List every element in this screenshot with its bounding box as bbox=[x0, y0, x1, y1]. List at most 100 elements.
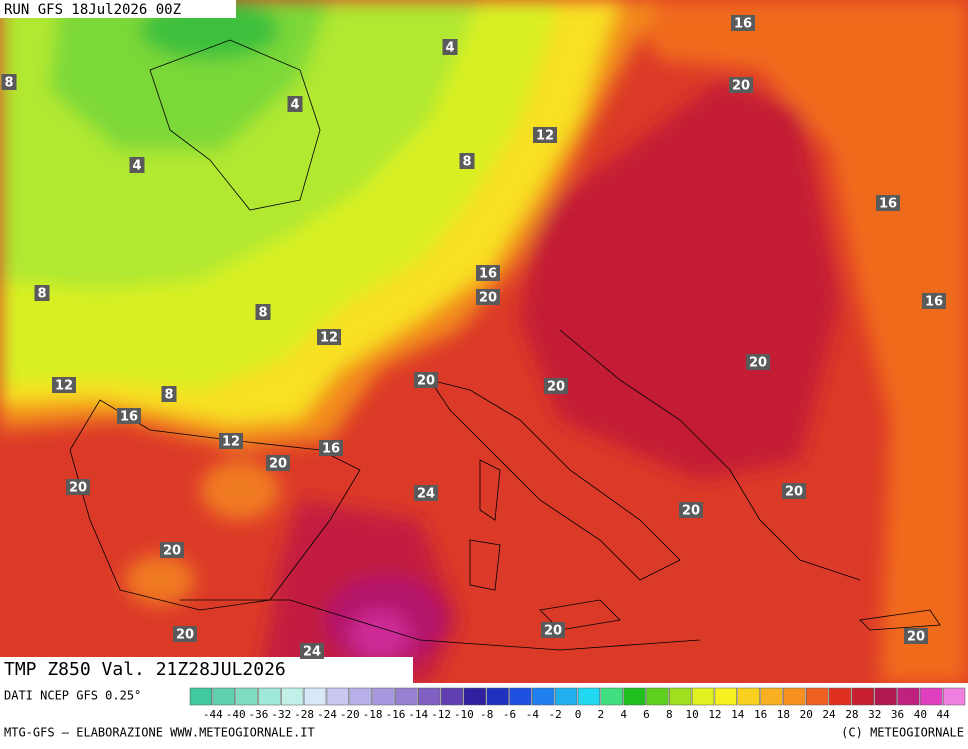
legend-tick-label: -20 bbox=[340, 708, 360, 721]
legend-swatch bbox=[417, 687, 441, 706]
contour-label: 8 bbox=[37, 287, 46, 302]
contour-label-box bbox=[117, 408, 141, 424]
legend-tick-label: -16 bbox=[385, 708, 405, 721]
legend-tick-label: 10 bbox=[685, 708, 698, 721]
contour-label-box bbox=[459, 153, 475, 169]
contour-label: 8 bbox=[258, 306, 267, 321]
contour-label: 16 bbox=[925, 295, 943, 310]
legend-swatch bbox=[486, 687, 509, 706]
contour-label-box bbox=[287, 96, 303, 112]
contour-label-box bbox=[414, 485, 438, 501]
contour-label: 8 bbox=[164, 388, 173, 403]
legend-tick-label: -14 bbox=[408, 708, 428, 721]
legend-swatch bbox=[326, 687, 350, 706]
legend-tick-label: -8 bbox=[480, 708, 493, 721]
contour-label-box bbox=[317, 329, 341, 345]
legend-tick-label: 8 bbox=[666, 708, 673, 721]
contour-label: 12 bbox=[536, 129, 554, 144]
legend-swatch bbox=[235, 687, 258, 706]
contour-label-box bbox=[66, 479, 90, 495]
contour-label-box bbox=[782, 483, 806, 499]
legend-swatch bbox=[874, 687, 897, 706]
contour-label: 4 bbox=[132, 159, 141, 174]
contour-label-box bbox=[255, 304, 271, 320]
contour-label-box bbox=[160, 542, 184, 558]
legend-tick-label: -12 bbox=[431, 708, 451, 721]
copyright: (C) METEOGIORNALE bbox=[841, 726, 964, 740]
contour-label: 20 bbox=[749, 356, 767, 371]
legend-swatch bbox=[897, 687, 920, 706]
contour-label-box bbox=[476, 265, 500, 281]
contour-label-box bbox=[541, 622, 565, 638]
contour-label: 24 bbox=[303, 645, 321, 660]
legend-swatch bbox=[532, 687, 555, 706]
product-label: TMP Z850 Val. 21Z28JUL2026 bbox=[4, 659, 286, 680]
legend-tick-label: 44 bbox=[937, 708, 951, 721]
contour-label-box bbox=[731, 15, 755, 31]
legend-tick-label: 0 bbox=[575, 708, 582, 721]
contour-label: 20 bbox=[547, 380, 565, 395]
legend-swatch bbox=[440, 687, 464, 706]
legend-swatch bbox=[372, 687, 395, 706]
legend-tick-label: 28 bbox=[845, 708, 858, 721]
contour-label: 16 bbox=[879, 197, 897, 212]
contour-label-box bbox=[300, 643, 324, 659]
legend-swatch bbox=[623, 687, 646, 706]
legend-tick-label: -28 bbox=[294, 708, 314, 721]
legend-tick-label: 4 bbox=[620, 708, 627, 721]
legend-tick-label: -40 bbox=[226, 708, 246, 721]
color-legend: -44 -40 -36 -32 -28 -24 -20 -18 -16 -14 -12 -10 -8 -6… bbox=[189, 687, 966, 721]
legend-tick-label: -44 bbox=[203, 708, 223, 721]
contour-label: 12 bbox=[222, 435, 240, 450]
legend-tick-label: 18 bbox=[777, 708, 790, 721]
legend-swatch bbox=[554, 687, 578, 706]
legend-swatch bbox=[805, 687, 829, 706]
contour-label-box bbox=[52, 377, 76, 393]
contour-label: 4 bbox=[445, 41, 454, 56]
legend-swatch bbox=[600, 687, 623, 706]
contour-label-box bbox=[219, 433, 243, 449]
contour-label-box bbox=[414, 372, 438, 388]
contour-label-box bbox=[173, 626, 197, 642]
contour-label: 20 bbox=[682, 504, 700, 519]
contour-label: 12 bbox=[320, 331, 338, 346]
contour-label-box bbox=[729, 77, 753, 93]
legend-tick-label: -2 bbox=[549, 708, 562, 721]
legend-swatch bbox=[349, 687, 372, 706]
legend-swatch bbox=[942, 687, 966, 706]
legend-swatch bbox=[189, 687, 213, 706]
legend-tick-label: 6 bbox=[643, 708, 650, 721]
contour-label: 20 bbox=[907, 630, 925, 645]
legend-tick-label: 32 bbox=[868, 708, 881, 721]
temperature-map bbox=[0, 0, 968, 683]
contour-label: 20 bbox=[163, 544, 181, 559]
legend-swatch bbox=[737, 687, 760, 706]
contour-label: 8 bbox=[4, 76, 13, 91]
contour-label: 20 bbox=[785, 485, 803, 500]
contour-label: 20 bbox=[544, 624, 562, 639]
legend-swatch bbox=[212, 687, 235, 706]
legend-tick-label: -6 bbox=[503, 708, 516, 721]
legend-tick-label: 2 bbox=[598, 708, 605, 721]
contour-label-box bbox=[319, 440, 343, 456]
legend-swatch bbox=[669, 687, 692, 706]
footer-label-box bbox=[0, 657, 413, 683]
contour-label-box bbox=[876, 195, 900, 211]
legend-swatch bbox=[281, 687, 304, 706]
coastlines bbox=[69, 39, 941, 651]
legend-tick-label: -36 bbox=[249, 708, 269, 721]
contour-label-box bbox=[746, 354, 770, 370]
contour-label: 24 bbox=[417, 487, 435, 502]
legend-tick-label: -24 bbox=[317, 708, 337, 721]
credit: MTG-GFS — ELABORAZIONE WWW.METEOGIORNALE… bbox=[4, 726, 315, 740]
contour-label-box bbox=[679, 502, 703, 518]
contour-label-box bbox=[129, 157, 145, 173]
legend-swatch bbox=[395, 687, 418, 706]
legend-tick-label: 16 bbox=[754, 708, 767, 721]
legend-swatch bbox=[760, 687, 783, 706]
legend-tick-label: -4 bbox=[526, 708, 540, 721]
contour-label-box bbox=[904, 628, 928, 644]
data-source: DATI NCEP GFS 0.25° bbox=[4, 689, 141, 703]
contour-label: 20 bbox=[69, 481, 87, 496]
legend-tick-label: 40 bbox=[914, 708, 927, 721]
